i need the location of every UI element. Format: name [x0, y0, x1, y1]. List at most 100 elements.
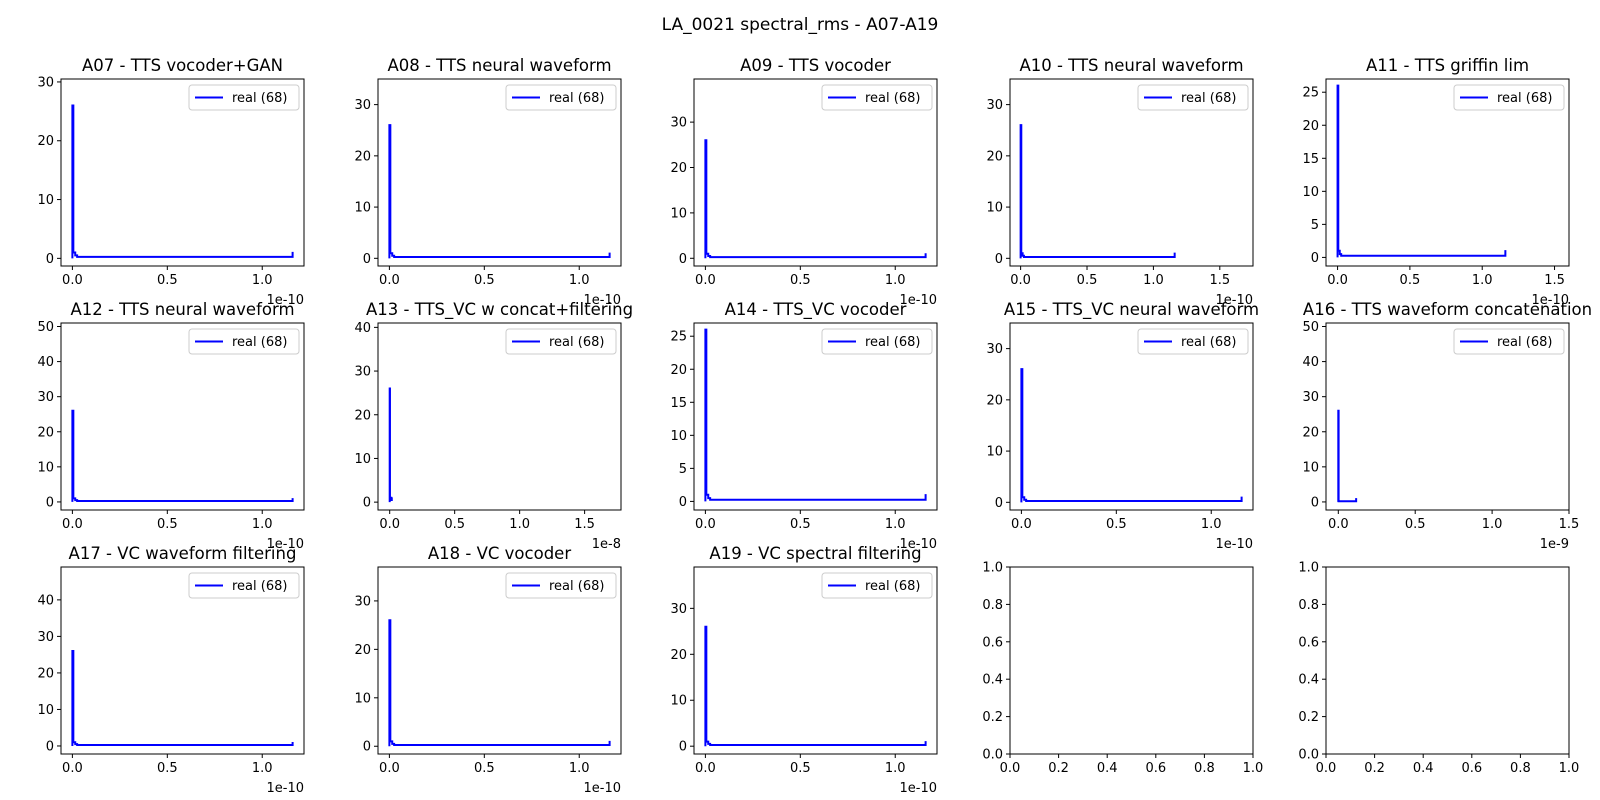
x-tick-label: 0.0 [695, 273, 716, 288]
axes-frame [693, 322, 938, 511]
x-tick-label: 0.5 [474, 273, 495, 288]
x-tick-label: 1.5 [1544, 273, 1565, 288]
legend-label: real (68) [232, 335, 287, 350]
axes-frame [1009, 322, 1254, 511]
y-tick-label: 0 [679, 740, 687, 755]
x-offset-label: 1e-10 [1215, 537, 1253, 552]
legend-box [505, 572, 617, 599]
x-tick-label: 0.0 [1010, 273, 1031, 288]
x-tick-label: 1.0 [252, 761, 273, 776]
legend-label: real (68) [865, 335, 920, 350]
x-tick-label: 0.0 [62, 273, 83, 288]
x-offset-label: 1e-10 [899, 781, 937, 796]
y-tick-label: 10 [37, 460, 54, 475]
subplot-13: 0.0 0.5 1.0 0 10 20 30 1e-10 A19 - VC spectral f… [670, 544, 938, 796]
y-tick-label: 10 [670, 206, 687, 221]
legend: real (68) [1137, 84, 1249, 111]
series-line-1 [1019, 124, 1176, 259]
subplot-title: A10 - TTS neural waveform [1019, 56, 1243, 75]
series-line-1 [71, 650, 294, 747]
legend: real (68) [188, 572, 300, 599]
y-tick-label: 0.4 [982, 673, 1003, 688]
y-tick-label: 0 [363, 496, 371, 511]
axes-frame [377, 566, 622, 755]
series-line-1 [1336, 84, 1507, 258]
y-tick-label: 0.8 [1298, 598, 1319, 613]
legend-box [505, 84, 617, 111]
x-tick-label: 0.0 [1316, 761, 1337, 776]
legend-box [1453, 84, 1565, 111]
subplot-15: 0.0 0.2 0.4 0.6 0.8 1.0 0.0 0.2 0.4 0.6 0.8 1.0 [1298, 561, 1579, 777]
x-tick-label: 1.0 [885, 517, 906, 532]
series-line-1 [71, 409, 294, 503]
y-tick-label: 15 [1302, 152, 1319, 167]
y-tick-label: 30 [670, 116, 687, 131]
x-offset-label: 1e-10 [899, 537, 937, 552]
subplot-title: A18 - VC vocoder [428, 544, 571, 563]
axes-frame [1009, 566, 1254, 755]
y-tick-label: 0.2 [982, 710, 1003, 725]
x-tick-label: 1.0 [1472, 273, 1493, 288]
x-offset-label: 1e-10 [266, 537, 304, 552]
y-tick-label: 0.6 [982, 635, 1003, 650]
legend: real (68) [821, 328, 933, 355]
legend-label: real (68) [549, 335, 604, 350]
x-tick-label: 1.0 [885, 761, 906, 776]
x-tick-label: 1.0 [252, 517, 273, 532]
series-line-1 [1020, 368, 1243, 503]
subplot-2: 0.0 0.5 1.0 0 10 20 30 1e-10 A08 - TTS neural wa… [354, 56, 622, 308]
legend: real (68) [821, 84, 933, 111]
x-tick-label: 0.6 [1461, 761, 1482, 776]
subplot-11: 0.0 0.5 1.0 0 10 20 30 40 1e-10 A17 - VC waveform… [37, 544, 305, 796]
y-tick-label: 0 [363, 740, 371, 755]
legend-box [1137, 84, 1249, 111]
legend-label: real (68) [865, 579, 920, 594]
legend-label: real (68) [1181, 91, 1236, 106]
axes-frame [693, 78, 938, 267]
y-tick-label: 0 [46, 739, 54, 754]
axes-frame [1325, 566, 1570, 755]
x-tick-label: 0.0 [695, 517, 716, 532]
y-tick-label: 20 [986, 149, 1003, 164]
figure-title: LA_0021 spectral_rms - A07-A19 [662, 15, 939, 35]
legend-box [188, 84, 300, 111]
legend-box [505, 328, 617, 355]
x-tick-label: 1.5 [1209, 273, 1230, 288]
y-tick-label: 0.6 [1298, 635, 1319, 650]
legend: real (68) [821, 572, 933, 599]
subplot-title: A08 - TTS neural waveform [387, 56, 611, 75]
legend-box [821, 328, 933, 355]
y-tick-label: 0 [679, 252, 687, 267]
x-tick-label: 0.0 [695, 761, 716, 776]
x-tick-label: 0.5 [157, 517, 178, 532]
x-tick-label: 0.0 [62, 761, 83, 776]
y-tick-label: 20 [37, 666, 54, 681]
x-tick-label: 0.0 [379, 761, 400, 776]
y-tick-label: 30 [354, 594, 371, 609]
y-tick-label: 0.2 [1298, 710, 1319, 725]
y-tick-label: 0 [1311, 495, 1319, 510]
y-tick-label: 0.8 [982, 598, 1003, 613]
y-tick-label: 50 [37, 320, 54, 335]
y-tick-label: 20 [354, 408, 371, 423]
x-tick-label: 0.2 [1364, 761, 1385, 776]
y-tick-label: 10 [1302, 185, 1319, 200]
x-offset-label: 1e-9 [1540, 537, 1569, 552]
y-tick-label: 20 [670, 363, 687, 378]
y-tick-label: 40 [1302, 355, 1319, 370]
x-tick-label: 0.0 [379, 517, 400, 532]
y-tick-label: 0.4 [1298, 673, 1319, 688]
axes-frame [60, 566, 305, 755]
series-line-1 [388, 619, 611, 747]
x-tick-label: 0.5 [790, 273, 811, 288]
legend: real (68) [1137, 328, 1249, 355]
subplot-5: 0.0 0.5 1.0 1.5 0 5 10 15 20 25 1e-10 A11 - TTS gri… [1302, 56, 1570, 308]
subplot-title: A15 - TTS_VC neural waveform [1004, 300, 1259, 320]
subplot-7: 0.0 0.5 1.0 1.5 0 10 20 30 40 1e-8 A13 - TTS_VC w … [354, 300, 633, 552]
x-tick-label: 1.0 [1482, 517, 1503, 532]
x-tick-label: 0.5 [157, 761, 178, 776]
x-tick-label: 0.0 [1327, 273, 1348, 288]
series-line-1 [388, 124, 611, 259]
y-tick-label: 10 [986, 201, 1003, 216]
y-tick-label: 0 [363, 252, 371, 267]
